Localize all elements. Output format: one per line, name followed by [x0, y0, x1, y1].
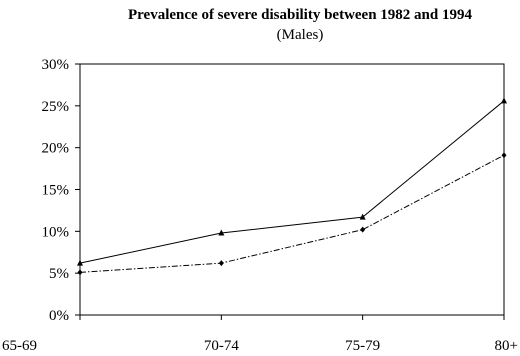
series-2-point-2: [218, 260, 224, 267]
y-tick-label: 30%: [42, 57, 70, 73]
x-axis: 65-69 70-74 75-79 80+: [2, 315, 518, 354]
y-tick-label: 20%: [42, 141, 70, 157]
series-line-1: [79, 100, 505, 264]
y-tick-label: 10%: [42, 224, 70, 240]
chart-title: Prevalence of severe disability between …: [128, 7, 472, 23]
y-tick-label: 0%: [49, 308, 69, 324]
plot-area: [79, 63, 505, 316]
x-tick-label: 65-69: [2, 338, 37, 354]
y-tick-label: 5%: [49, 266, 69, 282]
series-2-point-3: [360, 226, 366, 233]
y-tick-label: 15%: [42, 183, 70, 199]
series-2-point-1: [77, 269, 83, 276]
series-layer: [77, 97, 507, 276]
x-tick-label: 70-74: [204, 338, 239, 354]
series-1-point-4: [501, 97, 507, 104]
x-tick-label: 75-79: [345, 338, 380, 354]
series-line-2: [79, 154, 505, 273]
series-1-point-1: [77, 259, 83, 266]
y-axis: 0% 5% 10% 15% 20% 25% 30%: [42, 57, 80, 324]
chart-subtitle: (Males): [276, 27, 324, 43]
y-tick-label: 25%: [42, 99, 70, 115]
series-1-point-2: [218, 229, 225, 236]
x-tick-label: 80+: [495, 338, 518, 354]
series-1-point-3: [359, 213, 366, 220]
series-2-point-4: [501, 152, 507, 159]
